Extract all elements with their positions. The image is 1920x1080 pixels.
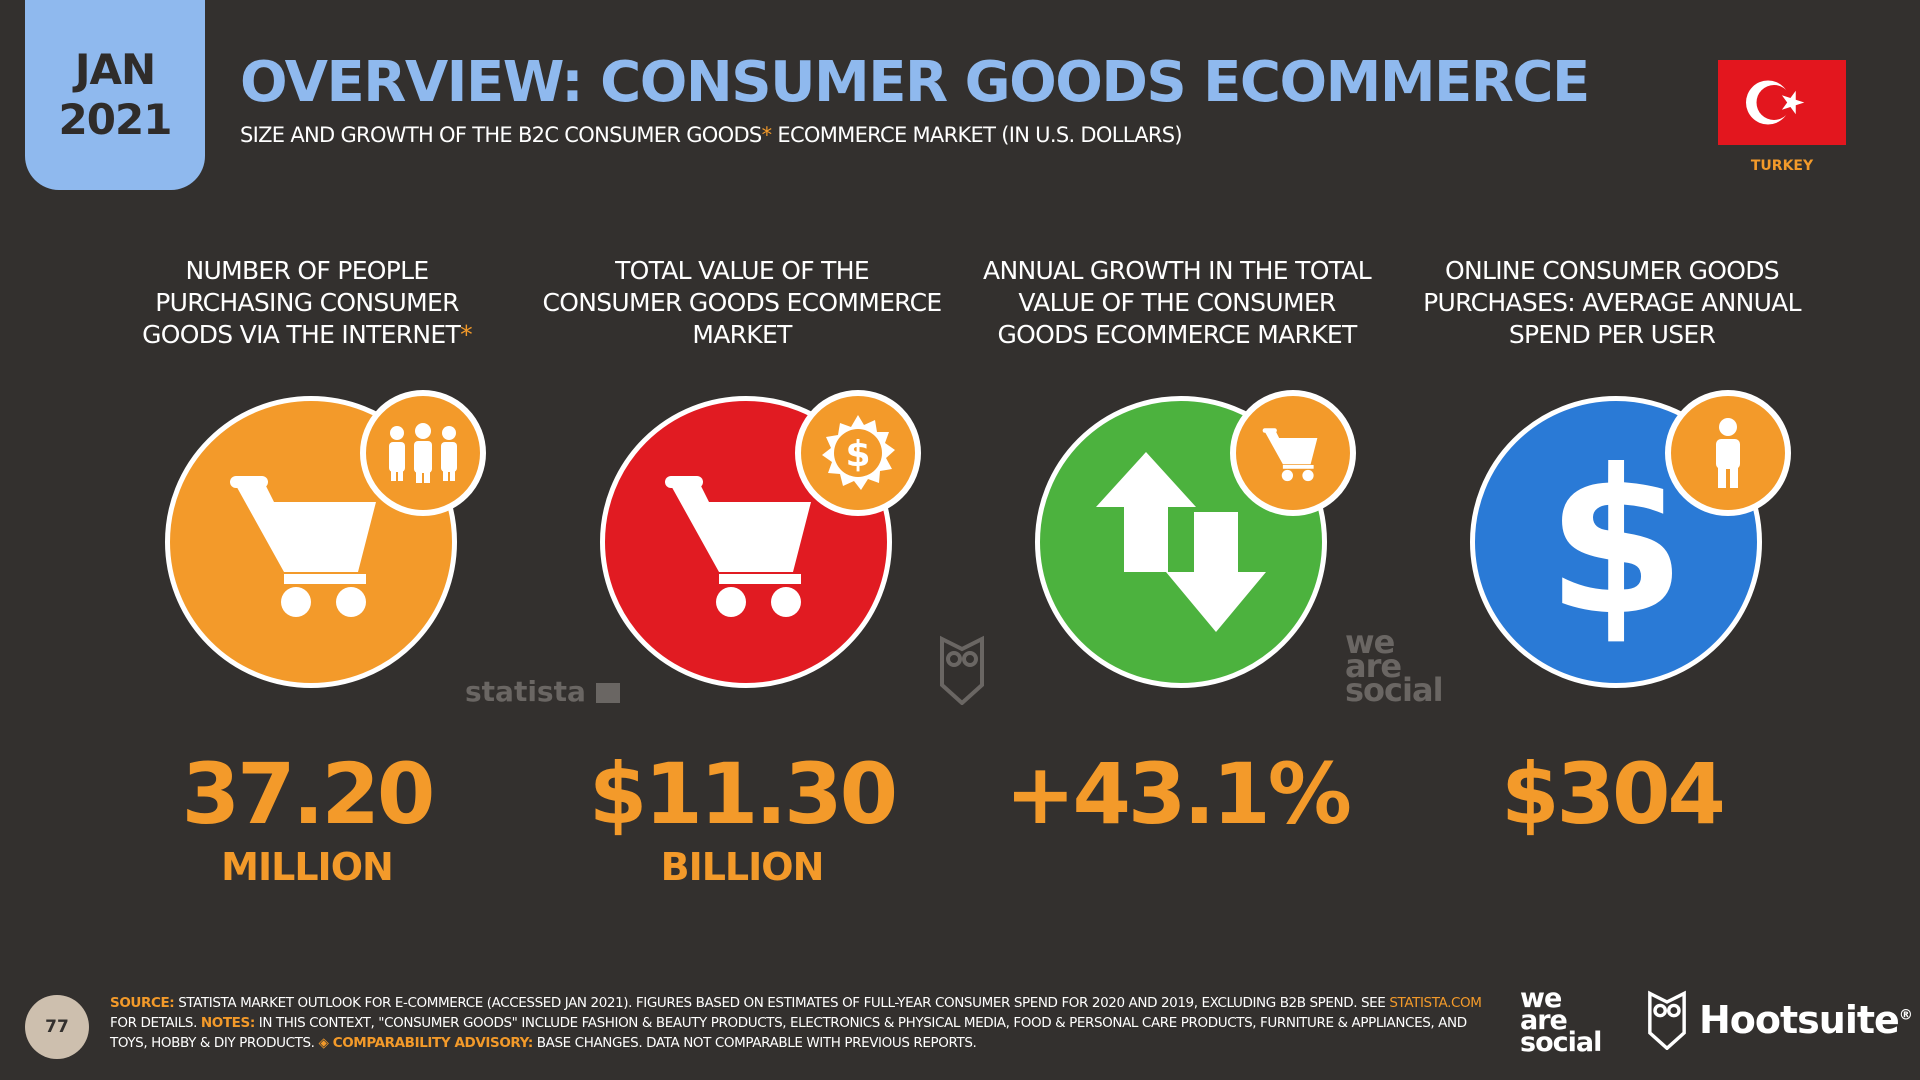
page-number: 77 (25, 995, 89, 1059)
people-group-icon (360, 390, 486, 516)
notes-text: IN THIS CONTEXT, "CONSUMER GOODS" INCLUD… (110, 1015, 1467, 1051)
stat-unit: MILLION (221, 845, 394, 889)
stat-value: $304 (1501, 745, 1726, 843)
stat-label: ANNUAL GROWTH IN THE TOTAL VALUE OF THE … (983, 256, 1372, 349)
watermark-word: social (1345, 671, 1444, 709)
registered-mark: ® (1898, 1007, 1913, 1024)
source-after-link: FOR DETAILS. (110, 1015, 197, 1031)
advisory-label: ◈ COMPARABILITY ADVISORY: (318, 1035, 533, 1051)
svg-text:$: $ (1546, 442, 1685, 642)
stat-total-value: TOTAL VALUE OF THE CONSUMER GOODS ECOMME… (542, 255, 943, 889)
source-text: STATISTA MARKET OUTLOOK FOR E-COMMERCE (… (178, 995, 1386, 1011)
stat-annual-growth: ANNUAL GROWTH IN THE TOTAL VALUE OF THE … (977, 255, 1377, 843)
stat-label-asterisk: * (460, 320, 473, 349)
source-link[interactable]: STATISTA.COM (1389, 995, 1482, 1011)
owl-watermark-icon (938, 635, 986, 709)
footer-notes: SOURCE: STATISTA MARKET OUTLOOK FOR E-CO… (110, 993, 1500, 1053)
hootsuite-logo: Hootsuite® (1645, 990, 1913, 1050)
we-are-social-logo: we are social (1520, 983, 1602, 1058)
stat-value: +43.1% (1005, 745, 1352, 843)
stat-label: TOTAL VALUE OF THE CONSUMER GOODS ECOMME… (542, 256, 943, 349)
page-title: OVERVIEW: CONSUMER GOODS ECOMMERCE (240, 50, 1590, 115)
statista-watermark: statista (465, 675, 620, 708)
svg-text:$: $ (845, 434, 870, 475)
subtitle-asterisk: * (761, 123, 772, 147)
logo-word: are (1520, 1005, 1568, 1036)
logo-word: social (1520, 1027, 1602, 1058)
date-tab: JAN 2021 (25, 0, 205, 190)
turkey-flag-icon (1718, 60, 1846, 145)
notes-label: NOTES: (200, 1015, 255, 1031)
shopping-cart-icon (1230, 390, 1356, 516)
stat-average-spend: ONLINE CONSUMER GOODS PURCHASES: AVERAGE… (1412, 255, 1812, 843)
stat-label-text: NUMBER OF PEOPLE PURCHASING CONSUMER GOO… (142, 256, 461, 349)
watermark-word: are (1345, 647, 1402, 685)
statista-watermark-text: statista (465, 675, 586, 708)
date-month: JAN (74, 45, 156, 94)
hootsuite-wordmark: Hootsuite® (1699, 998, 1913, 1042)
country-label: TURKEY (1750, 158, 1814, 174)
we-are-social-watermark: we are social (1345, 623, 1444, 709)
subtitle-text: SIZE AND GROWTH OF THE B2C CONSUMER GOOD… (240, 123, 762, 147)
watermark-word: we (1345, 623, 1395, 661)
source-label: SOURCE: (110, 995, 175, 1011)
person-icon (1665, 390, 1791, 516)
page-subtitle: SIZE AND GROWTH OF THE B2C CONSUMER GOOD… (240, 123, 1183, 147)
hootsuite-name: Hootsuite (1699, 998, 1900, 1042)
stat-label: NUMBER OF PEOPLE PURCHASING CONSUMER GOO… (107, 255, 507, 365)
logo-word: we (1520, 983, 1562, 1014)
subtitle-text-after: ECOMMERCE MARKET (IN U.S. DOLLARS) (777, 123, 1182, 147)
advisory-text: BASE CHANGES. DATA NOT COMPARABLE WITH P… (536, 1035, 977, 1051)
date-year: 2021 (58, 95, 173, 144)
owl-icon (1648, 990, 1686, 1050)
stat-value: 37.20 (181, 745, 436, 843)
stat-value: $11.30 (588, 745, 898, 843)
stat-label: ONLINE CONSUMER GOODS PURCHASES: AVERAGE… (1423, 256, 1801, 349)
stat-unit: BILLION (660, 845, 825, 889)
dollar-coin-icon: $ (795, 390, 921, 516)
stat-people-purchasing: NUMBER OF PEOPLE PURCHASING CONSUMER GOO… (107, 255, 507, 889)
